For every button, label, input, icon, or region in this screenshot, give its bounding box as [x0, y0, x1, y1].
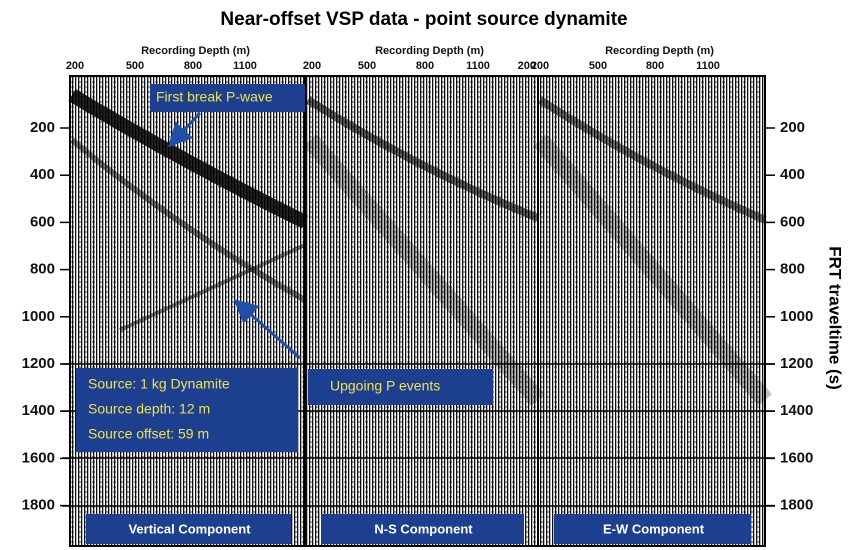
y-tick-label: 400 — [780, 166, 805, 183]
x-axis-label: Recording Depth (m) — [375, 45, 484, 57]
y-tick-label: 1200 — [22, 355, 55, 372]
x-tick-label: 800 — [416, 60, 434, 72]
x-tick-label: 1100 — [233, 60, 257, 72]
x-tick-label: 500 — [589, 60, 607, 72]
x-tick-label: 800 — [646, 60, 664, 72]
x-axis-label: Recording Depth (m) — [605, 45, 714, 57]
y-tick-label: 800 — [30, 261, 55, 278]
x-tick-label: 200 — [531, 60, 549, 72]
title: Near-offset VSP data - point source dyna… — [220, 9, 627, 30]
source-line: Source depth: 12 m — [88, 401, 210, 417]
x-tick-label: 200 — [518, 60, 536, 72]
y-tick-label: 600 — [780, 213, 805, 230]
y-tick-label: 600 — [30, 213, 55, 230]
source-line: Source offset: 59 m — [88, 426, 209, 442]
x-axis-label: Recording Depth (m) — [141, 45, 250, 57]
x-tick-label: 200 — [66, 60, 84, 72]
component-box — [86, 514, 291, 544]
x-tick-label: 200 — [303, 60, 321, 72]
y-tick-label: 1400 — [780, 402, 813, 419]
y-tick-label: 1000 — [780, 308, 813, 325]
y-tick-label: 1800 — [22, 497, 55, 514]
component-label: N-S Component — [374, 521, 473, 536]
component-box — [321, 514, 524, 544]
y-tick-label: 1600 — [22, 449, 55, 466]
component-label: E-W Component — [603, 521, 705, 536]
y-tick-label: 1800 — [780, 497, 813, 514]
seismic-panels — [62, 75, 775, 547]
annotations: First break P-wave Source: 1 kg Dynamite… — [76, 84, 493, 452]
x-tick-label: 1100 — [696, 60, 720, 72]
x-tick-label: 800 — [184, 60, 202, 72]
y-tick-label: 200 — [30, 119, 55, 136]
upgoing-label: Upgoing P events — [330, 378, 440, 394]
y-tick-label: 1400 — [22, 402, 55, 419]
x-tick-label: 500 — [126, 60, 144, 72]
component-box — [554, 514, 751, 544]
x-tick-label: 1100 — [466, 60, 490, 72]
y-tick-label: 400 — [30, 166, 55, 183]
y-tick-label: 1600 — [780, 449, 813, 466]
right-axis-label: FRT traveltime (s) — [826, 246, 845, 390]
y-tick-label: 200 — [780, 119, 805, 136]
component-label: Vertical Component — [128, 521, 251, 536]
y-tick-label: 800 — [780, 261, 805, 278]
x-tick-label: 500 — [358, 60, 376, 72]
first-break-label: First break P-wave — [156, 89, 273, 105]
y-tick-label: 1000 — [22, 308, 55, 325]
y-tick-label: 1200 — [780, 355, 813, 372]
source-line: Source: 1 kg Dynamite — [88, 376, 230, 392]
